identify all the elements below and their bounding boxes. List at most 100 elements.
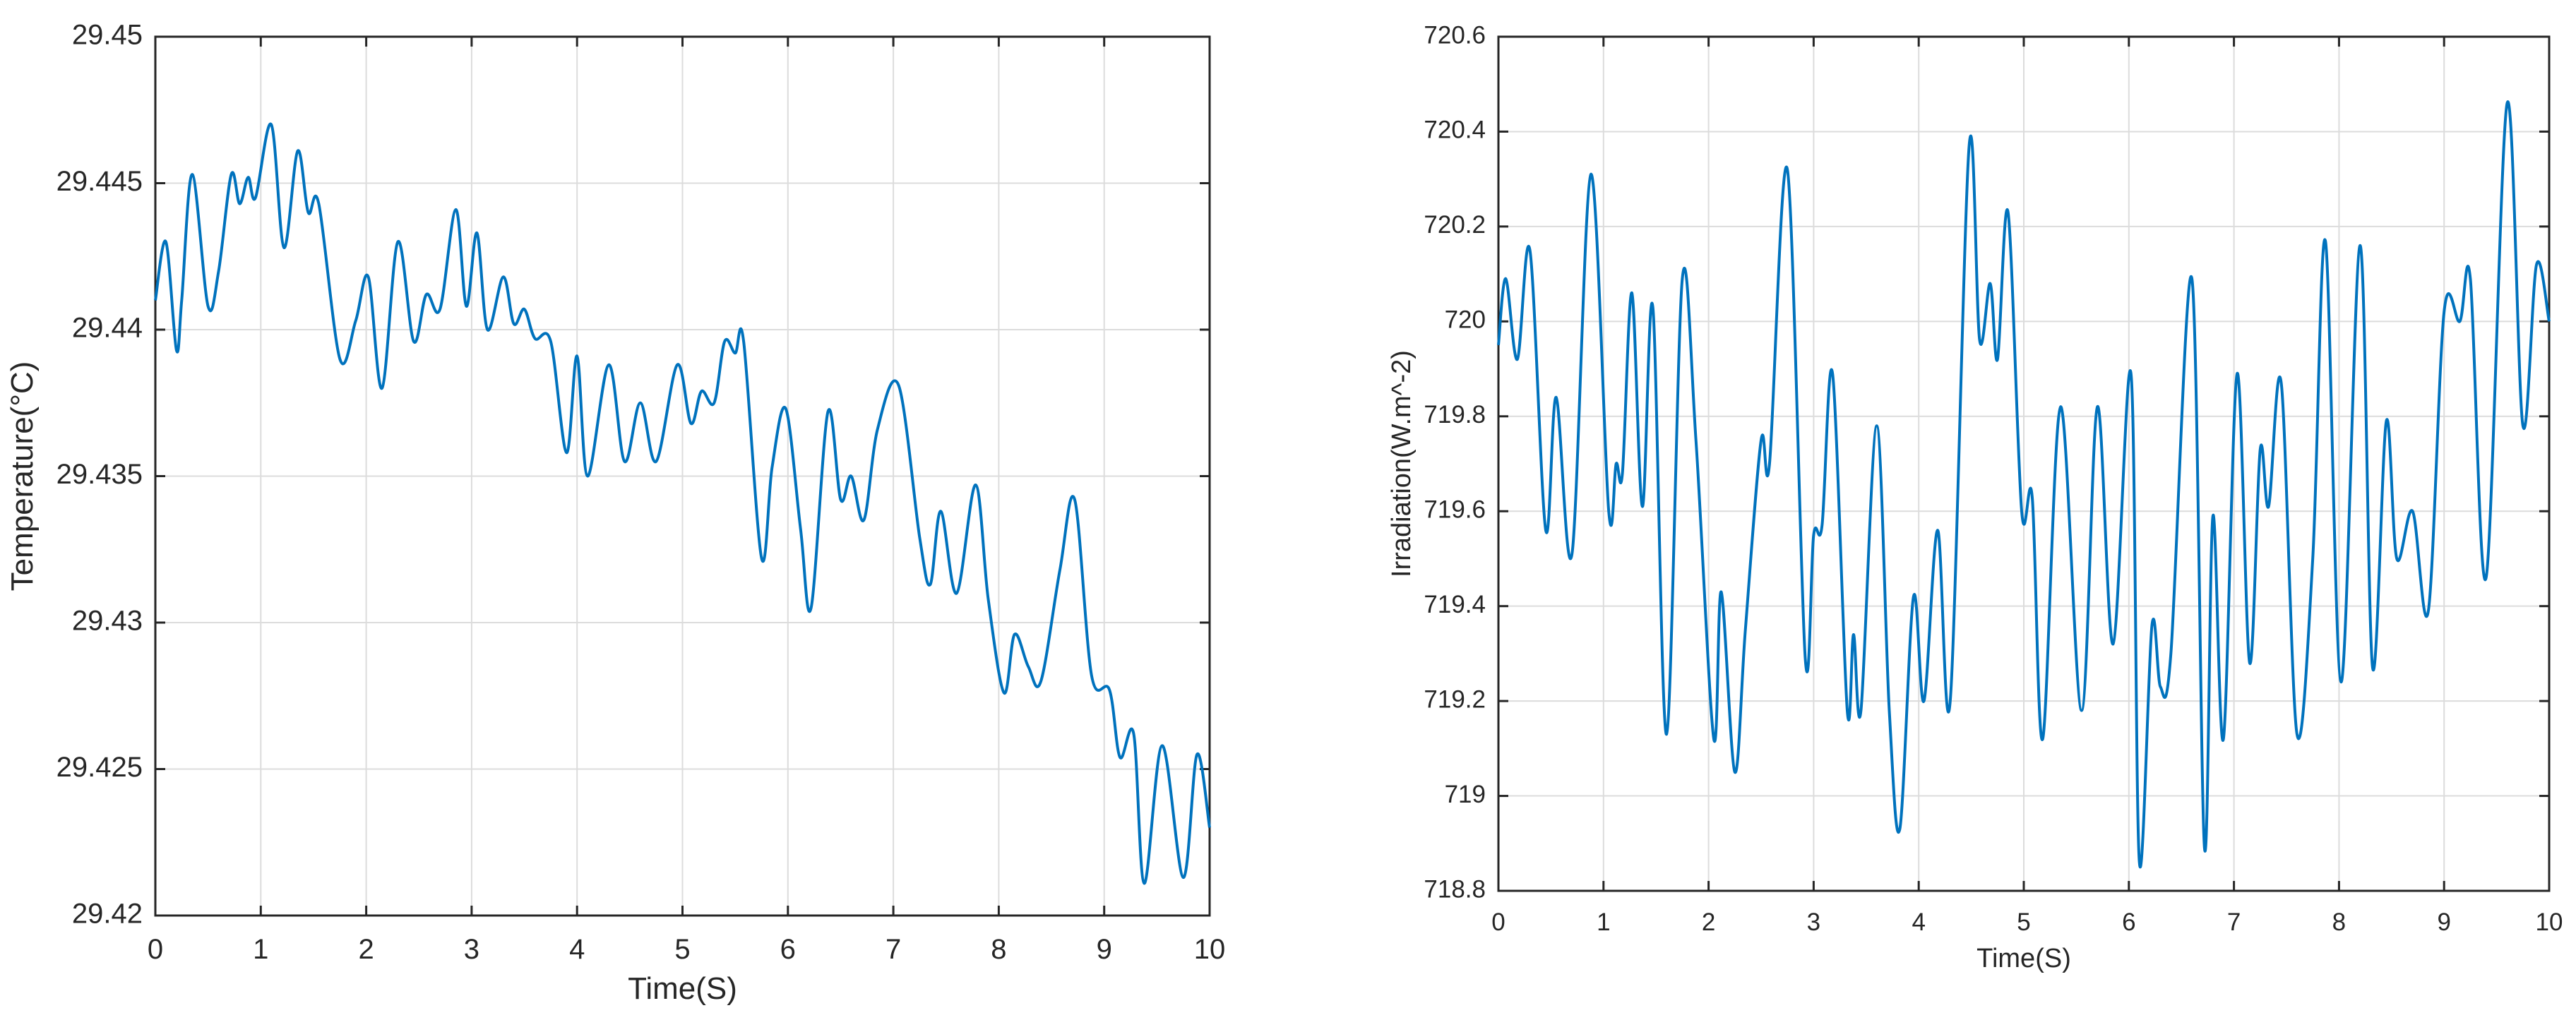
- data-point: [1720, 591, 1723, 594]
- data-point: [1888, 709, 1891, 712]
- data-point: [317, 203, 320, 205]
- data-point: [439, 308, 441, 311]
- chart-2: 0 1 2 3 4 5 6 7 8 9 10 718.8 719 719.2 719.4 719.6 719.8…: [1387, 21, 2563, 973]
- data-point: [2020, 510, 2023, 512]
- x-tick-label: 0: [148, 934, 163, 965]
- data-point: [1615, 462, 1618, 465]
- data-point: [1786, 168, 1789, 171]
- data-point: [2112, 642, 2115, 645]
- data-point: [2280, 382, 2283, 385]
- data-point: [1876, 424, 1878, 427]
- x-tick-label: 8: [2332, 908, 2346, 936]
- data-point: [1898, 828, 1901, 831]
- data-point: [2311, 557, 2314, 560]
- data-point: [2159, 685, 2161, 688]
- data-point: [1804, 657, 1807, 660]
- series-line: [154, 122, 1211, 885]
- data-point: [165, 241, 167, 244]
- y-tick-label: 29.45: [72, 20, 143, 51]
- x-tick-label: 0: [1491, 908, 1505, 936]
- data-point: [2443, 311, 2445, 313]
- data-point: [2339, 680, 2342, 683]
- data-point: [381, 387, 383, 390]
- data-point: [2169, 652, 2172, 655]
- data-point: [849, 475, 852, 478]
- data-point: [1652, 306, 1654, 308]
- data-point: [2236, 372, 2238, 375]
- x-tick-label: 8: [991, 934, 1006, 965]
- x-tick-label: 9: [1097, 934, 1112, 965]
- data-point: [367, 275, 370, 278]
- data-point: [810, 606, 813, 609]
- data-point: [1768, 462, 1771, 465]
- data-point: [876, 428, 879, 431]
- data-point: [827, 410, 830, 413]
- data-point: [1760, 438, 1763, 441]
- data-point: [2371, 666, 2374, 669]
- data-point: [862, 519, 865, 522]
- data-point: [700, 390, 703, 392]
- x-tick-label: 7: [2227, 908, 2241, 936]
- data-point: [2059, 405, 2062, 408]
- data-point: [1003, 692, 1006, 695]
- data-point: [1936, 529, 1939, 532]
- data-point: [799, 527, 802, 530]
- data-point: [1497, 344, 1500, 347]
- data-point: [1013, 633, 1016, 636]
- data-point: [1949, 700, 1952, 702]
- data-point: [1195, 753, 1198, 756]
- data-point: [1143, 882, 1145, 884]
- data-point: [2096, 405, 2099, 408]
- data-point: [1846, 709, 1849, 712]
- x-tick-label: 10: [2536, 908, 2563, 936]
- data-point: [2411, 510, 2414, 512]
- data-point: [1607, 510, 1610, 512]
- data-point: [2385, 420, 2387, 423]
- data-point: [270, 124, 273, 126]
- data-point: [1712, 738, 1715, 740]
- data-point: [974, 484, 977, 486]
- data-point: [465, 305, 467, 308]
- data-point: [307, 211, 310, 214]
- x-tick-label: 10: [1194, 934, 1226, 965]
- data-point: [723, 340, 726, 343]
- data-point: [2535, 263, 2538, 266]
- data-point: [565, 451, 568, 454]
- data-point: [2469, 277, 2471, 280]
- x-tick-label: 4: [569, 934, 585, 965]
- data-point: [354, 320, 357, 323]
- data-point: [412, 340, 415, 343]
- data-point: [1555, 396, 1558, 399]
- data-point: [396, 241, 399, 244]
- data-point: [1996, 358, 1999, 361]
- data-point: [1570, 553, 1573, 556]
- data-point: [534, 337, 537, 340]
- data-point: [1161, 744, 1164, 747]
- data-point: [1641, 505, 1644, 508]
- data-point: [734, 352, 737, 354]
- data-point: [1923, 700, 1926, 702]
- data-point: [230, 173, 233, 176]
- y-tick-label: 720.4: [1424, 116, 1486, 144]
- data-point: [523, 308, 526, 311]
- data-point: [1208, 827, 1211, 829]
- data-point: [1852, 633, 1855, 636]
- x-tick-label: 1: [1597, 908, 1610, 936]
- data-point: [689, 422, 692, 425]
- data-point: [1744, 628, 1747, 631]
- data-point: [2296, 733, 2298, 736]
- data-point: [1516, 358, 1519, 361]
- data-point: [217, 270, 220, 272]
- data-point: [180, 299, 183, 302]
- data-point: [840, 498, 842, 501]
- data-point: [513, 323, 515, 325]
- y-tick-label: 718.8: [1424, 875, 1486, 903]
- data-point: [1665, 733, 1668, 736]
- data-point: [607, 364, 610, 366]
- data-point: [1108, 688, 1111, 691]
- data-point: [785, 407, 787, 410]
- data-point: [1859, 709, 1862, 712]
- data-point: [1831, 372, 1834, 375]
- y-tick-label: 719.8: [1424, 401, 1486, 428]
- data-point: [1504, 277, 1507, 280]
